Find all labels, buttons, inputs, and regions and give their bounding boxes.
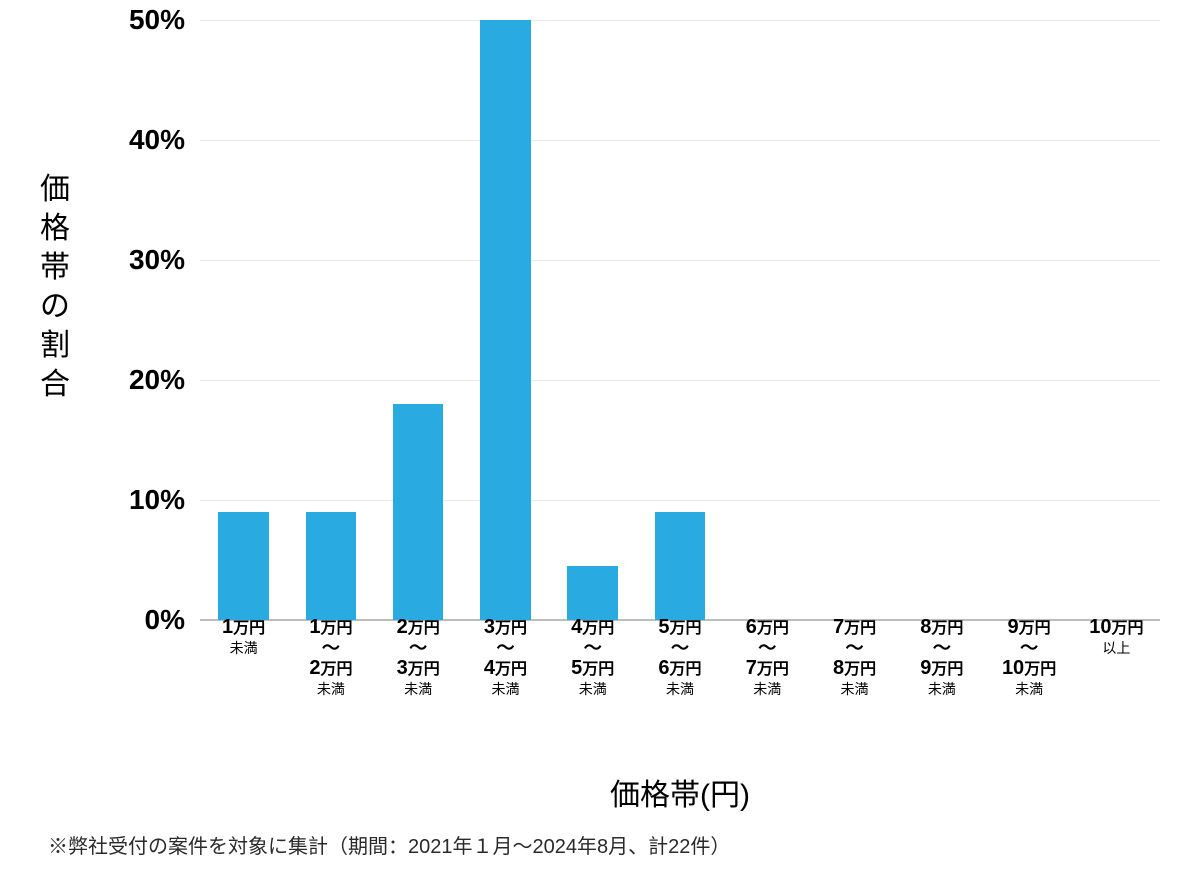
x-tick-label: 10万円以上 bbox=[1072, 615, 1160, 658]
y-tick-label: 10% bbox=[85, 484, 185, 516]
y-tick-label: 30% bbox=[85, 244, 185, 276]
bar bbox=[393, 404, 444, 620]
x-tick-label: 4万円〜5万円未満 bbox=[549, 615, 637, 699]
x-tick-label: 9万円〜10万円未満 bbox=[985, 615, 1073, 699]
y-tick-label: 50% bbox=[85, 4, 185, 36]
x-tick-label: 7万円〜8万円未満 bbox=[811, 615, 899, 699]
footnote: ※弊社受付の案件を対象に集計（期間：2021年１月〜2024年8月、計22件） bbox=[48, 830, 730, 859]
plot-area: 0%10%20%30%40%50% bbox=[200, 20, 1160, 620]
x-tick-label: 1万円〜2万円未満 bbox=[287, 615, 375, 699]
bar bbox=[306, 512, 357, 620]
x-tick-label: 1万円未満 bbox=[200, 615, 288, 658]
x-tick-label: 6万円〜7万円未満 bbox=[723, 615, 811, 699]
gridline bbox=[200, 260, 1160, 261]
y-tick-label: 20% bbox=[85, 364, 185, 396]
x-tick-label: 5万円〜6万円未満 bbox=[636, 615, 724, 699]
x-tick-label: 3万円〜4万円未満 bbox=[461, 615, 549, 699]
chart-container: 価格帯の割合 0%10%20%30%40%50% 価格帯(円) ※弊社受付の案件… bbox=[0, 0, 1200, 874]
y-tick-label: 0% bbox=[85, 604, 185, 636]
x-axis-title: 価格帯(円) bbox=[200, 770, 1160, 814]
x-tick-label: 8万円〜9万円未満 bbox=[898, 615, 986, 699]
y-tick-label: 40% bbox=[85, 124, 185, 156]
bar bbox=[480, 20, 531, 620]
bar bbox=[218, 512, 269, 620]
y-axis-title: 価格帯の割合 bbox=[40, 170, 70, 404]
x-tick-label: 2万円〜3万円未満 bbox=[374, 615, 462, 699]
bar bbox=[655, 512, 706, 620]
gridline bbox=[200, 140, 1160, 141]
bar bbox=[567, 566, 618, 620]
gridline bbox=[200, 500, 1160, 501]
gridline bbox=[200, 20, 1160, 21]
gridline bbox=[200, 380, 1160, 381]
